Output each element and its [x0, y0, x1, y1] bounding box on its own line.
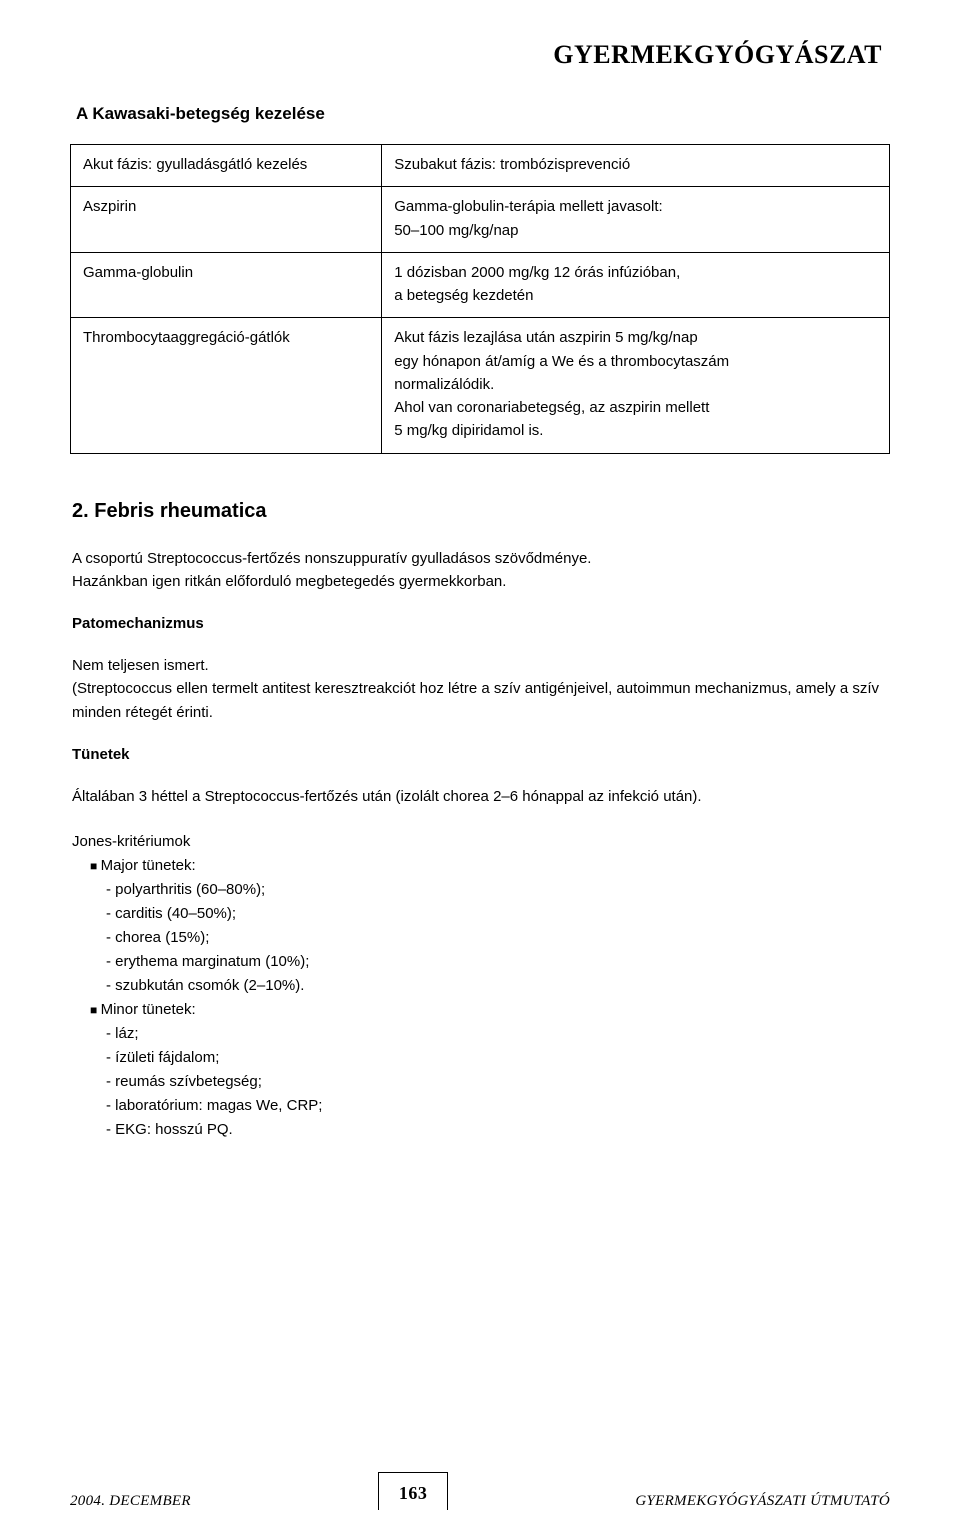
footer-guide-title: GYERMEKGYÓGYÁSZATI ÚTMUTATÓ [635, 1493, 890, 1510]
table-cell-right: Gamma-globulin-terápia mellett javasolt:… [382, 187, 890, 253]
cell-text: a betegség kezdetén [394, 284, 877, 307]
patomechanizmus-heading: Patomechanizmus [72, 615, 890, 632]
cell-text: Akut fázis lezajlása után aszpirin 5 mg/… [394, 326, 877, 349]
cell-text: Akut fázis: gyulladásgátló kezelés [83, 153, 369, 176]
criteria-item: - láz; [72, 1022, 890, 1046]
footer-date: 2004. DECEMBER [70, 1493, 191, 1510]
cell-text: Thrombocytaaggregáció-gátlók [83, 326, 369, 349]
tunetek-heading: Tünetek [72, 746, 890, 763]
cell-text: 50–100 mg/kg/nap [394, 219, 877, 242]
table-row: Thrombocytaaggregáció-gátlók Akut fázis l… [71, 318, 890, 453]
cell-text: Ahol van coronariabetegség, az aszpirin … [394, 396, 877, 419]
criteria-item: - szubkután csomók (2–10%). [72, 974, 890, 998]
table-title: A Kawasaki-betegség kezelése [76, 104, 890, 124]
criteria-group-label: Major tünetek: [72, 854, 890, 878]
patomechanizmus-paragraph: Nem teljesen ismert.(Streptococcus ellen… [72, 654, 890, 724]
cell-text: Aszpirin [83, 195, 369, 218]
cell-text: 1 dózisban 2000 mg/kg 12 órás infúzióban… [394, 261, 877, 284]
criteria-item: - erythema marginatum (10%); [72, 950, 890, 974]
table-row: Aszpirin Gamma-globulin-terápia mellett j… [71, 187, 890, 253]
cell-text: normalizálódik. [394, 373, 877, 396]
table-row: Akut fázis: gyulladásgátló kezelés Szubak… [71, 145, 890, 187]
section-heading: 2. Febris rheumatica [72, 500, 890, 523]
table-cell-right: Szubakut fázis: trombózisprevenció [382, 145, 890, 187]
header-title: GYERMEKGYÓGYÁSZAT [70, 40, 882, 70]
cell-text: Gamma-globulin [83, 261, 369, 284]
cell-text: Szubakut fázis: trombózisprevenció [394, 153, 877, 176]
table-row: Gamma-globulin 1 dózisban 2000 mg/kg 12 ó… [71, 252, 890, 318]
cell-text: Gamma-globulin-terápia mellett javasolt: [394, 195, 877, 218]
criteria-item: - chorea (15%); [72, 926, 890, 950]
treatment-table: Akut fázis: gyulladásgátló kezelés Szubak… [70, 144, 890, 454]
footer: 2004. DECEMBER 163 GYERMEKGYÓGYÁSZATI ÚT… [70, 1472, 890, 1510]
tunetek-paragraph: Általában 3 héttel a Streptococcus-fertő… [72, 785, 890, 808]
criteria-title: Jones-kritériumok [72, 830, 890, 854]
page-number: 163 [378, 1472, 449, 1510]
page: GYERMEKGYÓGYÁSZAT A Kawasaki-betegség ke… [0, 0, 960, 1538]
intro-paragraph: A csoportú Streptococcus-fertőzés nonszu… [72, 547, 890, 594]
table-cell-left: Akut fázis: gyulladásgátló kezelés [71, 145, 382, 187]
criteria-item: - carditis (40–50%); [72, 902, 890, 926]
cell-text: 5 mg/kg dipiridamol is. [394, 419, 877, 442]
table-cell-right: 1 dózisban 2000 mg/kg 12 órás infúzióban… [382, 252, 890, 318]
criteria-item: - laboratórium: magas We, CRP; [72, 1094, 890, 1118]
table-cell-left: Thrombocytaaggregáció-gátlók [71, 318, 382, 453]
criteria-item: - EKG: hosszú PQ. [72, 1118, 890, 1142]
jones-criteria: Jones-kritériumokMajor tünetek:- polyart… [72, 830, 890, 1142]
cell-text: egy hónapon át/amíg a We és a thrombocyt… [394, 350, 877, 373]
criteria-group-label: Minor tünetek: [72, 998, 890, 1022]
criteria-item: - ízületi fájdalom; [72, 1046, 890, 1070]
table-cell-left: Gamma-globulin [71, 252, 382, 318]
table-cell-right: Akut fázis lezajlása után aszpirin 5 mg/… [382, 318, 890, 453]
table-cell-left: Aszpirin [71, 187, 382, 253]
criteria-item: - polyarthritis (60–80%); [72, 878, 890, 902]
criteria-item: - reumás szívbetegség; [72, 1070, 890, 1094]
